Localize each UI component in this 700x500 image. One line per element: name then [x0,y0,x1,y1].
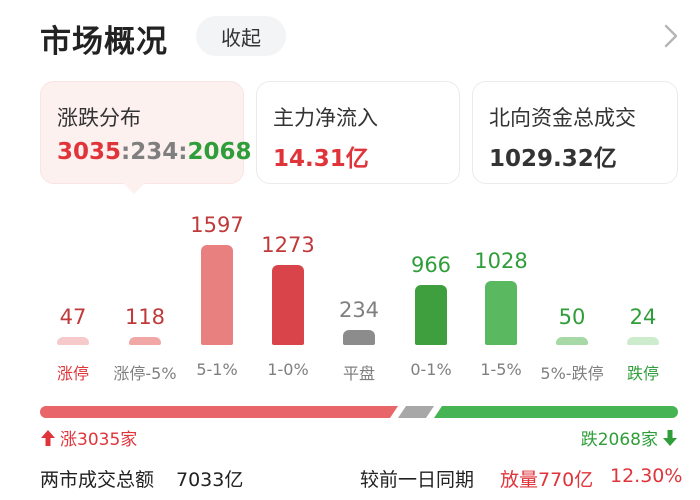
bar-value-label: 50 [558,305,586,329]
page-title: 市场概况 [40,24,168,60]
decline-summary: 跌2068家 [581,425,678,450]
category-label: 涨停-5% [113,364,177,383]
card-title: 主力净流入 [273,106,378,130]
compare-percent: 12.30% [610,465,683,487]
arrow-up-icon [41,429,55,446]
bar-value-label: 118 [124,305,166,329]
bar-9 [627,337,659,345]
decline-count: 2068 [187,139,252,165]
ratio-segment-up [40,406,398,418]
distribution-chart: 47 涨停 118 涨停-5% 1597 5-1% 1273 1-0% 234 平盘 966 0-1%… [0,200,700,390]
card-title: 北向资金总成交 [489,106,636,130]
ratio-segment-down [434,406,678,418]
ratio-segment-flat [398,406,434,418]
main-net-inflow-value: 14.31亿 [273,146,369,172]
category-label: 0-1% [410,360,452,379]
category-label: 1-5% [480,360,522,379]
advance-decline-value: 3035:234:2068 [57,139,251,165]
compare-volume: 放量770亿 [500,469,594,491]
header: 市场概况 收起 [0,0,700,72]
bar-value-label: 1273 [261,233,315,258]
bar-5 [343,330,375,345]
card-pointer [122,182,146,194]
card-main-net-inflow[interactable]: 主力净流入 14.31亿 [256,81,460,184]
bar-value-label: 47 [59,305,87,329]
turnover-label: 两市成交总额 [40,469,155,491]
card-advance-decline[interactable]: 涨跌分布 3035:234:2068 [40,81,251,184]
category-label: 5%-跌停 [540,364,604,383]
collapse-button[interactable]: 收起 [196,16,286,56]
bar-value-label: 966 [410,252,452,277]
category-label: 涨停 [56,364,89,383]
bar-2 [129,337,161,345]
separator: : [121,139,131,165]
card-title: 涨跌分布 [57,106,141,130]
bar-7 [485,280,517,345]
arrow-down-icon [663,429,677,446]
turnover-value: 7033亿 [176,469,244,491]
northbound-turnover-value: 1029.32亿 [489,146,617,172]
category-label: 平盘 [342,364,375,383]
separator: : [178,139,188,165]
category-label: 1-0% [267,360,309,379]
bar-value-label: 24 [629,305,657,329]
bar-value-label: 1597 [190,213,244,237]
bar-4 [272,265,304,345]
bar-8 [556,337,588,345]
compare-label: 较前一日同期 [360,469,475,491]
advance-summary-text: 涨3035家 [60,430,138,450]
flat-count: 234 [130,139,179,165]
bar-6 [415,284,447,345]
advance-decline-ratio-bar [40,406,678,418]
card-northbound-turnover[interactable]: 北向资金总成交 1029.32亿 [472,81,678,184]
bar-value-label: 234 [338,298,380,323]
bar-3 [201,245,233,345]
bar-1 [57,337,89,345]
decline-summary-text: 跌2068家 [580,430,658,450]
advance-count: 3035 [57,139,122,165]
bar-value-label: 1028 [474,248,528,273]
category-label: 5-1% [196,360,238,379]
chevron-right-icon[interactable] [660,22,682,50]
category-label: 跌停 [626,364,659,383]
advance-summary: 涨3035家 [40,425,137,450]
